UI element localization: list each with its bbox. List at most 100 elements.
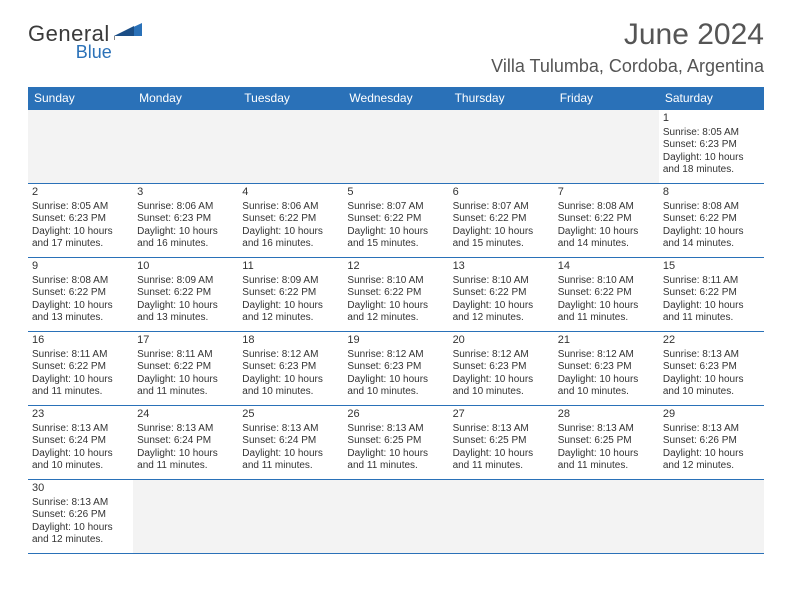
sunset-line: Sunset: 6:22 PM xyxy=(453,287,550,300)
day-number: 6 xyxy=(453,186,550,200)
daylight-line: Daylight: 10 hours and 16 minutes. xyxy=(242,226,339,251)
sunset-line: Sunset: 6:24 PM xyxy=(137,435,234,448)
sunset-line: Sunset: 6:22 PM xyxy=(558,213,655,226)
sunrise-line: Sunrise: 8:05 AM xyxy=(32,201,129,214)
sunrise-line: Sunrise: 8:13 AM xyxy=(347,423,444,436)
sunset-line: Sunset: 6:22 PM xyxy=(663,287,760,300)
day-number: 15 xyxy=(663,260,760,274)
sunset-line: Sunset: 6:23 PM xyxy=(453,361,550,374)
calendar-cell: 1Sunrise: 8:05 AMSunset: 6:23 PMDaylight… xyxy=(659,110,764,184)
sunrise-line: Sunrise: 8:09 AM xyxy=(137,275,234,288)
day-number: 11 xyxy=(242,260,339,274)
header: General Blue June 2024 Villa Tulumba, Co… xyxy=(28,18,764,77)
sunrise-line: Sunrise: 8:07 AM xyxy=(347,201,444,214)
sunset-line: Sunset: 6:22 PM xyxy=(32,361,129,374)
daylight-line: Daylight: 10 hours and 12 minutes. xyxy=(453,300,550,325)
sunset-line: Sunset: 6:22 PM xyxy=(137,361,234,374)
flag-icon xyxy=(114,20,144,45)
day-number: 13 xyxy=(453,260,550,274)
sunset-line: Sunset: 6:22 PM xyxy=(558,287,655,300)
sunset-line: Sunset: 6:26 PM xyxy=(32,509,129,522)
day-number: 14 xyxy=(558,260,655,274)
day-number: 4 xyxy=(242,186,339,200)
calendar-cell: 12Sunrise: 8:10 AMSunset: 6:22 PMDayligh… xyxy=(343,258,448,332)
sunrise-line: Sunrise: 8:08 AM xyxy=(32,275,129,288)
daylight-line: Daylight: 10 hours and 11 minutes. xyxy=(347,448,444,473)
sunrise-line: Sunrise: 8:12 AM xyxy=(558,349,655,362)
daylight-line: Daylight: 10 hours and 15 minutes. xyxy=(453,226,550,251)
calendar-week: 2Sunrise: 8:05 AMSunset: 6:23 PMDaylight… xyxy=(28,184,764,258)
daylight-line: Daylight: 10 hours and 11 minutes. xyxy=(453,448,550,473)
sunrise-line: Sunrise: 8:08 AM xyxy=(558,201,655,214)
title-block: June 2024 Villa Tulumba, Cordoba, Argent… xyxy=(491,18,764,77)
day-number: 18 xyxy=(242,334,339,348)
day-header-row: Sunday Monday Tuesday Wednesday Thursday… xyxy=(28,87,764,110)
daylight-line: Daylight: 10 hours and 11 minutes. xyxy=(137,448,234,473)
calendar-cell: 5Sunrise: 8:07 AMSunset: 6:22 PMDaylight… xyxy=(343,184,448,258)
daylight-line: Daylight: 10 hours and 12 minutes. xyxy=(663,448,760,473)
day-number: 20 xyxy=(453,334,550,348)
calendar-cell xyxy=(133,110,238,184)
calendar-cell: 22Sunrise: 8:13 AMSunset: 6:23 PMDayligh… xyxy=(659,332,764,406)
day-number: 19 xyxy=(347,334,444,348)
calendar-cell xyxy=(343,110,448,184)
day-number: 2 xyxy=(32,186,129,200)
calendar-cell: 19Sunrise: 8:12 AMSunset: 6:23 PMDayligh… xyxy=(343,332,448,406)
daylight-line: Daylight: 10 hours and 11 minutes. xyxy=(137,374,234,399)
day-number: 9 xyxy=(32,260,129,274)
sunrise-line: Sunrise: 8:11 AM xyxy=(663,275,760,288)
calendar-week: 1Sunrise: 8:05 AMSunset: 6:23 PMDaylight… xyxy=(28,110,764,184)
calendar-week: 9Sunrise: 8:08 AMSunset: 6:22 PMDaylight… xyxy=(28,258,764,332)
sunset-line: Sunset: 6:22 PM xyxy=(242,287,339,300)
sunset-line: Sunset: 6:22 PM xyxy=(347,213,444,226)
calendar-table: Sunday Monday Tuesday Wednesday Thursday… xyxy=(28,87,764,554)
sunset-line: Sunset: 6:22 PM xyxy=(453,213,550,226)
sunrise-line: Sunrise: 8:13 AM xyxy=(558,423,655,436)
calendar-cell xyxy=(554,110,659,184)
day-number: 24 xyxy=(137,408,234,422)
sunset-line: Sunset: 6:25 PM xyxy=(347,435,444,448)
daylight-line: Daylight: 10 hours and 10 minutes. xyxy=(663,374,760,399)
day-number: 8 xyxy=(663,186,760,200)
daylight-line: Daylight: 10 hours and 11 minutes. xyxy=(242,448,339,473)
daylight-line: Daylight: 10 hours and 10 minutes. xyxy=(242,374,339,399)
sunrise-line: Sunrise: 8:13 AM xyxy=(32,423,129,436)
day-number: 30 xyxy=(32,482,129,496)
daylight-line: Daylight: 10 hours and 13 minutes. xyxy=(32,300,129,325)
day-header: Saturday xyxy=(659,87,764,110)
day-number: 28 xyxy=(558,408,655,422)
sunset-line: Sunset: 6:22 PM xyxy=(32,287,129,300)
sunrise-line: Sunrise: 8:08 AM xyxy=(663,201,760,214)
sunrise-line: Sunrise: 8:13 AM xyxy=(663,423,760,436)
sunrise-line: Sunrise: 8:13 AM xyxy=(453,423,550,436)
day-header: Thursday xyxy=(449,87,554,110)
month-title: June 2024 xyxy=(491,18,764,52)
sunrise-line: Sunrise: 8:12 AM xyxy=(453,349,550,362)
day-header: Tuesday xyxy=(238,87,343,110)
sunrise-line: Sunrise: 8:06 AM xyxy=(137,201,234,214)
calendar-cell: 23Sunrise: 8:13 AMSunset: 6:24 PMDayligh… xyxy=(28,406,133,480)
daylight-line: Daylight: 10 hours and 10 minutes. xyxy=(32,448,129,473)
daylight-line: Daylight: 10 hours and 17 minutes. xyxy=(32,226,129,251)
calendar-cell xyxy=(659,480,764,554)
sunrise-line: Sunrise: 8:07 AM xyxy=(453,201,550,214)
daylight-line: Daylight: 10 hours and 15 minutes. xyxy=(347,226,444,251)
calendar-cell: 6Sunrise: 8:07 AMSunset: 6:22 PMDaylight… xyxy=(449,184,554,258)
sunrise-line: Sunrise: 8:10 AM xyxy=(453,275,550,288)
calendar-cell: 16Sunrise: 8:11 AMSunset: 6:22 PMDayligh… xyxy=(28,332,133,406)
location: Villa Tulumba, Cordoba, Argentina xyxy=(491,56,764,77)
brand-name: General xyxy=(28,24,110,44)
day-number: 3 xyxy=(137,186,234,200)
daylight-line: Daylight: 10 hours and 12 minutes. xyxy=(242,300,339,325)
day-number: 25 xyxy=(242,408,339,422)
calendar-cell xyxy=(238,110,343,184)
calendar-cell: 20Sunrise: 8:12 AMSunset: 6:23 PMDayligh… xyxy=(449,332,554,406)
day-header: Sunday xyxy=(28,87,133,110)
calendar-cell: 11Sunrise: 8:09 AMSunset: 6:22 PMDayligh… xyxy=(238,258,343,332)
calendar-week: 16Sunrise: 8:11 AMSunset: 6:22 PMDayligh… xyxy=(28,332,764,406)
sunrise-line: Sunrise: 8:12 AM xyxy=(242,349,339,362)
calendar-cell: 26Sunrise: 8:13 AMSunset: 6:25 PMDayligh… xyxy=(343,406,448,480)
sunrise-line: Sunrise: 8:11 AM xyxy=(32,349,129,362)
daylight-line: Daylight: 10 hours and 12 minutes. xyxy=(32,522,129,547)
daylight-line: Daylight: 10 hours and 11 minutes. xyxy=(558,448,655,473)
